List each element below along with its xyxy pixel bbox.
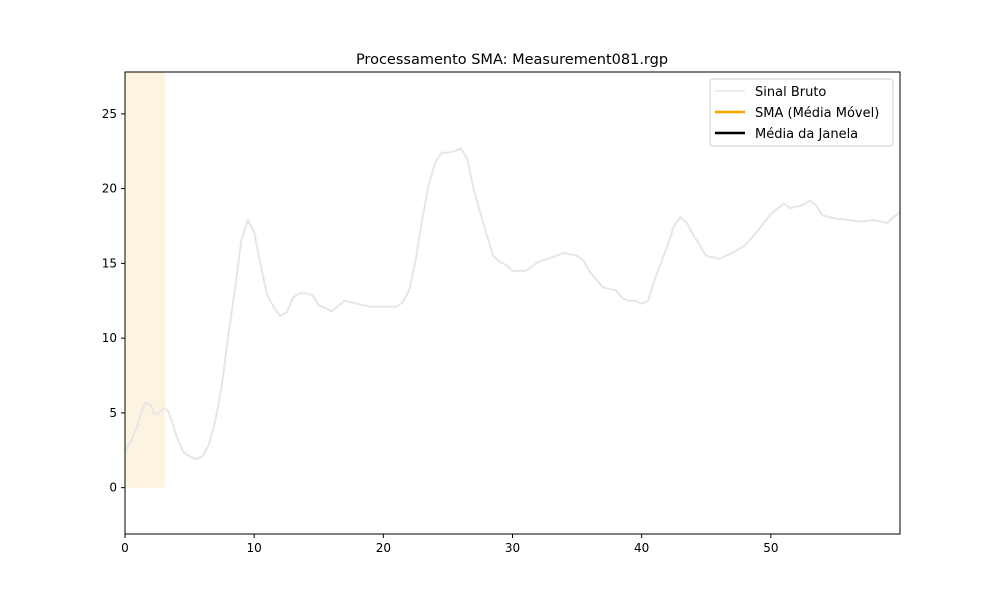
legend-label-1: SMA (Média Móvel) (755, 106, 879, 121)
legend-label-0: Sinal Bruto (755, 85, 826, 100)
x-tick-label: 30 (505, 541, 520, 555)
chart-title: Processamento SMA: Measurement081.rgp (356, 52, 668, 68)
series-line-0 (124, 147, 901, 461)
x-tick-label: 0 (121, 541, 129, 555)
ticks: 0 10 20 30 40 50 0 5 10 15 20 25 (102, 107, 779, 555)
x-tick-label: 40 (634, 541, 649, 555)
y-tick-label: 5 (109, 406, 117, 420)
plot-area (124, 72, 901, 488)
x-tick-label: 50 (763, 541, 778, 555)
y-tick-label: 25 (102, 107, 117, 121)
y-tick-label: 20 (102, 182, 117, 196)
legend-label-2: Média da Janela (755, 127, 858, 142)
y-tick-label: 15 (102, 256, 117, 270)
legend-box (709, 78, 894, 147)
highlight-span (125, 72, 166, 488)
x-tick-label: 10 (247, 541, 262, 555)
legend: Sinal Bruto SMA (Média Móvel) Média da Jan… (709, 78, 894, 147)
y-tick-label: 0 (109, 481, 117, 495)
y-tick-label: 10 (102, 331, 117, 345)
x-tick-label: 20 (376, 541, 391, 555)
